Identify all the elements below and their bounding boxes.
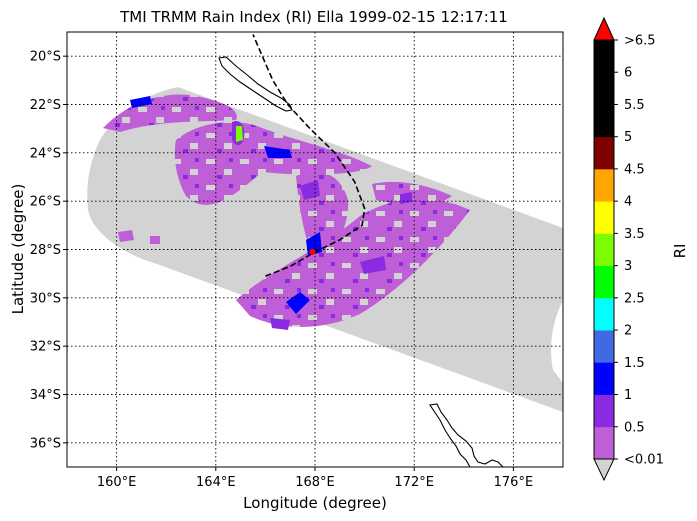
rain-area: [236, 126, 243, 142]
colorbar-bin: [594, 233, 614, 267]
storm-track-layer: [252, 34, 366, 277]
colorbar-label: RI: [671, 244, 689, 259]
rain-area: [118, 230, 134, 242]
colorbar-tick-label: 4: [624, 195, 632, 210]
y-tick-label: 24°S: [30, 146, 61, 161]
colorbar-tick-label: 3: [624, 259, 632, 274]
rain-area: [360, 256, 386, 274]
colorbar: <0.01 0.5 1 1.5 2 2.5 3 3.5 4 4.5 5 5.5 6 >6.5: [593, 16, 664, 482]
colorbar-bin: [594, 201, 614, 234]
rain-area: [130, 96, 152, 108]
axis-ticks: 160°E 164°E 168°E 172°E 176°E 20°S 22°S 24°S 26°…: [30, 50, 533, 490]
rain-area: [400, 192, 412, 204]
colorbar-tick-label: 1: [624, 388, 632, 403]
rain-areas: [103, 94, 470, 330]
colorbar-tick-label: 3.5: [624, 227, 645, 242]
plot-area: [67, 32, 563, 467]
rain-area: [174, 122, 372, 205]
y-tick-label: 28°S: [30, 243, 61, 258]
new-zealand-coastline: [429, 403, 504, 467]
storm-center-marker: [309, 248, 316, 255]
rain-area: [264, 146, 292, 158]
colorbar-bin: [594, 104, 614, 138]
colorbar-bin: [594, 394, 614, 428]
rain-area: [150, 236, 160, 244]
x-tick-label: 164°E: [196, 475, 236, 490]
y-tick-label: 30°S: [30, 291, 61, 306]
x-tick-label: 168°E: [295, 475, 335, 490]
colorbar-bin: [594, 362, 614, 395]
y-tick-label: 26°S: [30, 195, 61, 210]
y-axis-label: Latitude (degree): [9, 184, 27, 315]
x-axis-label: Longitude (degree): [243, 494, 387, 512]
rain-area: [103, 94, 237, 132]
colorbar-tick-label: <0.01: [624, 453, 664, 468]
colorbar-tick-label: 5: [624, 130, 632, 145]
rain-area: [270, 318, 290, 330]
colorbar-tick-label: 6: [624, 66, 632, 81]
colorbar-over-arrow: [593, 16, 615, 41]
colorbar-bin: [594, 72, 614, 105]
colorbar-bin: [594, 136, 614, 170]
colorbar-tick-label: 2: [624, 324, 632, 339]
colorbar-bin: [594, 426, 614, 460]
colorbar-tick-label: 4.5: [624, 162, 645, 177]
y-tick-label: 22°S: [30, 98, 61, 113]
y-tick-label: 36°S: [30, 436, 61, 451]
new-caledonia-coastline: [218, 56, 293, 112]
colorbar-bin: [594, 297, 614, 331]
colorbar-tick-label: 0.5: [624, 420, 645, 435]
chart-title: TMI TRMM Rain Index (RI) Ella 1999-02-15…: [119, 8, 508, 26]
x-tick-label: 176°E: [494, 475, 534, 490]
rain-area: [236, 198, 470, 327]
x-tick-label: 172°E: [394, 475, 434, 490]
colorbar-tick-label: 1.5: [624, 356, 645, 371]
colorbar-tick-label: 5.5: [624, 98, 645, 113]
colorbar-tick-label: >6.5: [624, 34, 656, 49]
colorbar-tick-label: 2.5: [624, 291, 645, 306]
colorbar-bin: [594, 40, 614, 73]
y-tick-label: 34°S: [30, 388, 61, 403]
colorbar-frame: [593, 39, 615, 460]
colorbar-bin: [594, 168, 614, 202]
colorbar-under-arrow: [593, 458, 615, 482]
colorbar-bin: [594, 330, 614, 363]
y-tick-label: 32°S: [30, 340, 61, 355]
coastlines: [218, 56, 504, 467]
colorbar-bin: [594, 265, 614, 299]
x-tick-label: 160°E: [97, 475, 137, 490]
y-tick-label: 20°S: [30, 50, 61, 65]
gridlines: [67, 32, 563, 467]
